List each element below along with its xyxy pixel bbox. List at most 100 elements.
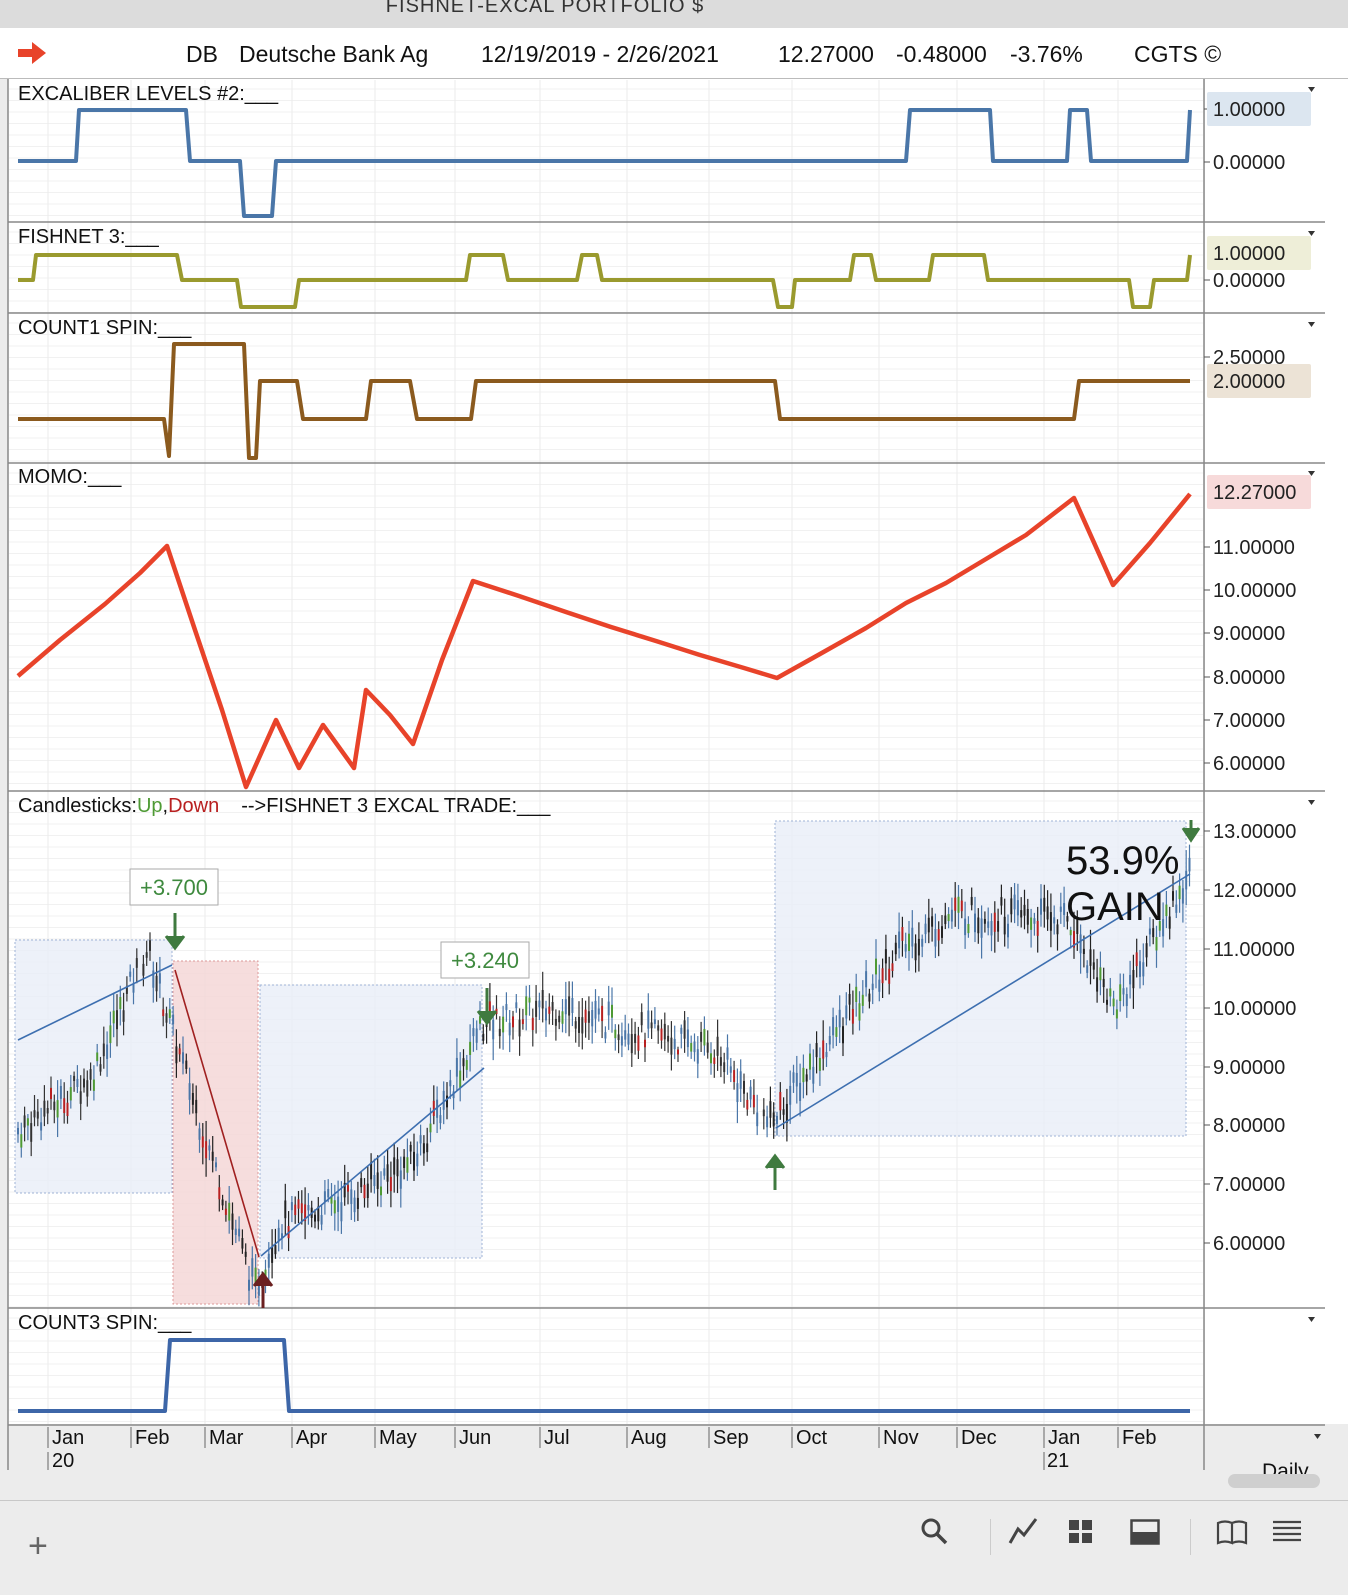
candle-body — [505, 1004, 508, 1011]
candle-body — [941, 926, 943, 938]
candle-body — [891, 963, 894, 971]
candle-body — [967, 923, 970, 934]
candle-body — [1099, 967, 1102, 981]
candle-body — [1148, 928, 1151, 935]
fishnet-menu-icon[interactable] — [1308, 231, 1315, 236]
count3-menu-icon[interactable] — [1308, 1317, 1315, 1322]
interval-menu-icon[interactable] — [1314, 1434, 1321, 1439]
momo-tick-2: 9.00000 — [1213, 623, 1285, 645]
candle-body — [224, 1208, 227, 1215]
candle-body — [713, 1057, 716, 1064]
trend-line-4 — [775, 873, 1191, 1129]
plus-icon[interactable]: + — [28, 1527, 48, 1565]
candle-body — [109, 1025, 112, 1044]
month-label-9: Oct — [796, 1427, 828, 1449]
candle-body — [1132, 970, 1135, 989]
excal-badge: 1.00000 — [1207, 92, 1311, 126]
candle-body — [73, 1075, 76, 1081]
candle-body — [871, 983, 874, 990]
month-label-1: Feb — [135, 1427, 169, 1449]
candle-body — [271, 1247, 274, 1263]
candle-body — [1082, 948, 1085, 955]
candle-body — [749, 1086, 752, 1100]
candle-body — [551, 1002, 554, 1011]
candle-body — [165, 1013, 168, 1023]
candles-tick-5: 8.00000 — [1213, 1115, 1285, 1137]
search-icon[interactable] — [920, 1517, 948, 1545]
candle-body — [1089, 949, 1092, 966]
candle-body — [924, 923, 927, 935]
candle-body — [208, 1145, 211, 1151]
candle-body — [43, 1100, 46, 1117]
candle-body — [1181, 888, 1184, 904]
candle-body — [581, 1017, 584, 1034]
legend-comma: , — [163, 795, 169, 817]
candle-body — [248, 1279, 250, 1291]
candle-body — [726, 1047, 729, 1060]
candle-body — [422, 1143, 425, 1154]
candle-body — [838, 1009, 841, 1028]
chart-area[interactable]: EXCALIBER LEVELS #2:___ FISHNET 3:___ CO… — [0, 0, 1348, 1500]
candle-body — [284, 1200, 287, 1219]
candle-body — [937, 929, 940, 941]
candlestick-series — [17, 844, 1191, 1307]
candle-body — [1053, 917, 1056, 924]
candle-body — [812, 1066, 815, 1084]
candle-body — [356, 1197, 359, 1209]
candle-body — [406, 1157, 409, 1173]
candle-body — [330, 1196, 333, 1204]
candle-body — [531, 1017, 534, 1031]
candle-body — [40, 1122, 43, 1131]
trade-box-3 — [259, 984, 483, 1259]
book-icon[interactable] — [1216, 1519, 1248, 1545]
candle-body — [350, 1189, 353, 1205]
sell-arrow-2 — [476, 988, 498, 1026]
candles-label-prefix: Candlesticks: — [18, 795, 137, 817]
candle-body — [1112, 998, 1115, 1007]
candle-body — [125, 986, 128, 994]
count1-menu-icon[interactable] — [1308, 322, 1315, 327]
line-chart-icon[interactable] — [1008, 1517, 1038, 1545]
excal-menu-icon[interactable] — [1308, 87, 1315, 92]
candle-body — [300, 1203, 303, 1214]
candle-body — [36, 1111, 39, 1119]
candle-body — [578, 1016, 580, 1033]
candle-body — [528, 997, 531, 1003]
panel-icon[interactable] — [1130, 1519, 1160, 1545]
candle-body — [957, 896, 960, 913]
candle-body — [1007, 923, 1009, 938]
right-arrow-icon[interactable] — [18, 42, 46, 64]
gain-percent: 53.9% — [1066, 839, 1179, 883]
candle-body — [584, 1009, 587, 1023]
candle-body — [66, 1102, 69, 1117]
gain-value-1: +3.700 — [140, 875, 208, 900]
scroll-handle[interactable] — [1228, 1474, 1320, 1488]
candle-body — [168, 1009, 171, 1019]
candle-body — [842, 1026, 844, 1044]
candle-body — [944, 915, 947, 925]
count1-tick-0: 2.50000 — [1213, 347, 1285, 369]
candle-body — [152, 970, 155, 988]
trend-line-3 — [260, 1067, 485, 1257]
candle-body — [693, 1041, 696, 1053]
candle-body — [752, 1094, 755, 1108]
candle-body — [617, 1034, 620, 1041]
candle-body — [1046, 906, 1049, 920]
candle-body — [304, 1204, 307, 1222]
menu-icon[interactable] — [1272, 1519, 1302, 1543]
candle-body — [680, 1027, 683, 1034]
candle-body — [149, 940, 151, 951]
candle-body — [386, 1164, 389, 1182]
momo-menu-icon[interactable] — [1308, 471, 1315, 476]
candle-body — [307, 1205, 310, 1211]
excal-panel-label: EXCALIBER LEVELS #2:___ — [18, 83, 279, 105]
candle-body — [987, 921, 990, 928]
candle-body — [980, 918, 983, 938]
grid-icon[interactable] — [1068, 1519, 1094, 1545]
candle-body — [1162, 919, 1165, 937]
candle-body — [627, 1033, 630, 1045]
candles-menu-icon[interactable] — [1308, 800, 1315, 805]
candle-body — [290, 1202, 293, 1211]
candle-body — [86, 1080, 89, 1097]
candle-body — [858, 1003, 861, 1021]
